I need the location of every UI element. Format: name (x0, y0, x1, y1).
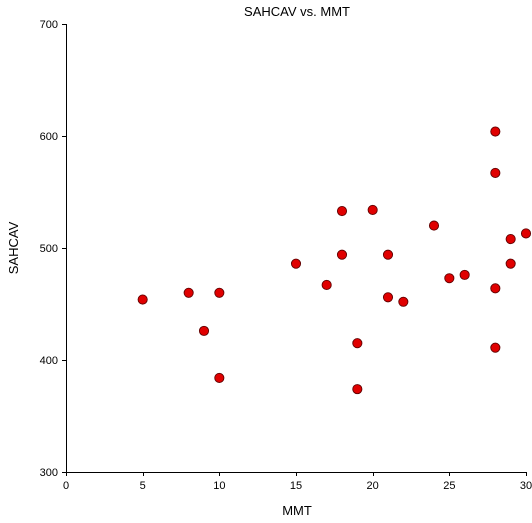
chart-title: SAHCAV vs. MMT (244, 4, 350, 19)
y-axis-label: SAHCAV (6, 221, 21, 274)
data-point (505, 258, 516, 269)
data-point (490, 283, 501, 294)
y-tick-label: 400 (40, 355, 58, 367)
data-point (490, 342, 501, 353)
data-point (183, 287, 194, 298)
y-tick-label: 700 (40, 19, 58, 31)
data-point (505, 233, 516, 245)
x-tick-label: 0 (63, 480, 69, 492)
data-point (490, 167, 501, 179)
data-point (290, 258, 302, 269)
data-point (459, 269, 470, 280)
y-tick-label: 600 (40, 131, 58, 143)
x-tick-label: 10 (213, 480, 225, 492)
x-tick-label: 30 (520, 480, 532, 492)
data-point (336, 249, 348, 260)
data-point (137, 294, 148, 305)
x-axis-label: MMT (282, 503, 312, 518)
x-axis: 0 5 10 15 20 25 30 (63, 472, 532, 492)
data-point (214, 372, 225, 383)
data-point (382, 249, 394, 260)
x-tick-label: 25 (443, 480, 455, 492)
x-tick-group: 0 5 10 15 20 25 30 (63, 472, 532, 492)
y-axis: 300 400 500 600 700 (40, 19, 67, 479)
data-point (382, 292, 394, 303)
data-point (352, 338, 363, 349)
x-tick-label: 5 (140, 480, 146, 492)
y-tick-label: 500 (40, 243, 58, 255)
data-point (490, 126, 501, 137)
data-point (520, 228, 532, 239)
x-tick-label: 20 (367, 480, 379, 492)
data-points (137, 126, 532, 395)
data-point (321, 279, 332, 291)
y-tick-group: 300 400 500 600 700 (40, 19, 66, 479)
data-point (367, 204, 378, 215)
data-point (352, 384, 363, 395)
data-point (428, 220, 440, 231)
x-tick-label: 15 (290, 480, 302, 492)
data-point (198, 325, 210, 336)
data-point (398, 296, 409, 307)
data-point (336, 205, 348, 217)
data-point (444, 273, 455, 284)
data-point (214, 287, 225, 298)
y-tick-label: 300 (40, 467, 58, 479)
